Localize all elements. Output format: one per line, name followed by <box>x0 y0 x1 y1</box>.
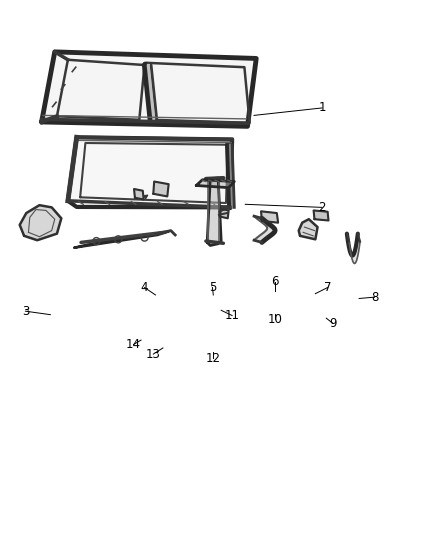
Polygon shape <box>254 216 275 243</box>
Polygon shape <box>74 231 169 248</box>
Polygon shape <box>299 219 318 239</box>
Text: 6: 6 <box>271 276 279 288</box>
Text: 14: 14 <box>126 338 141 351</box>
Polygon shape <box>134 189 144 199</box>
Polygon shape <box>196 180 234 188</box>
Text: 10: 10 <box>268 312 283 326</box>
Text: 12: 12 <box>206 352 221 365</box>
Text: 5: 5 <box>209 281 216 294</box>
Polygon shape <box>314 211 328 221</box>
Text: 7: 7 <box>324 281 332 294</box>
Text: 11: 11 <box>225 309 240 322</box>
Text: 1: 1 <box>318 101 326 115</box>
Polygon shape <box>68 138 232 207</box>
Text: 3: 3 <box>22 305 29 318</box>
Text: 2: 2 <box>318 201 326 214</box>
Polygon shape <box>347 233 360 263</box>
Text: 4: 4 <box>141 281 148 294</box>
Text: 13: 13 <box>146 348 161 361</box>
Text: 9: 9 <box>329 317 337 330</box>
Polygon shape <box>153 182 169 197</box>
Polygon shape <box>220 209 229 219</box>
Polygon shape <box>20 205 61 240</box>
Polygon shape <box>261 211 278 223</box>
Polygon shape <box>42 52 256 126</box>
Polygon shape <box>207 178 221 246</box>
Text: 8: 8 <box>371 290 378 304</box>
